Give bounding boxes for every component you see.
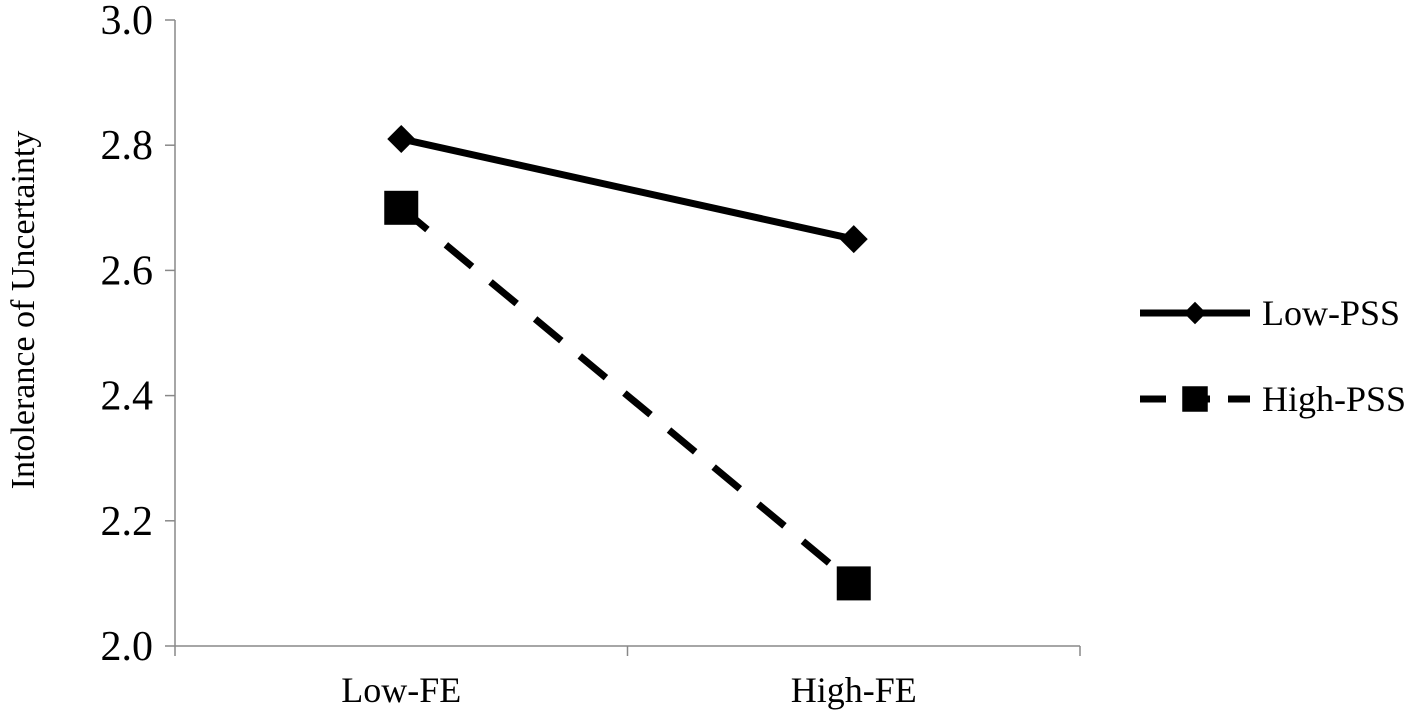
- y-axis-label: Intolerance of Uncertainty: [5, 131, 42, 490]
- legend-item: Low-PSS: [1140, 293, 1400, 333]
- diamond-marker: [387, 124, 416, 153]
- diamond-marker: [1183, 301, 1207, 325]
- legend-item: High-PSS: [1140, 379, 1406, 419]
- x-tick-label: Low-FE: [341, 670, 461, 710]
- x-axis-ticks: Low-FE High-FE: [174, 646, 1081, 710]
- y-tick-label: 2.4: [101, 374, 154, 420]
- y-tick-label: 3.0: [101, 0, 154, 44]
- legend-label: High-PSS: [1262, 379, 1406, 419]
- square-marker: [384, 190, 419, 225]
- legend-label: Low-PSS: [1262, 293, 1400, 333]
- series-line: [400, 135, 855, 243]
- legend: Low-PSS High-PSS: [1140, 293, 1406, 419]
- y-tick-label: 2.2: [101, 499, 154, 545]
- y-tick-label: 2.6: [101, 248, 154, 294]
- series-Low-PSS: [387, 124, 868, 254]
- y-tick-label: 2.0: [101, 624, 154, 670]
- x-tick-label: High-FE: [791, 670, 917, 710]
- diamond-marker: [839, 225, 868, 254]
- square-marker: [1182, 386, 1208, 412]
- square-marker: [836, 566, 871, 601]
- axes: [174, 20, 1080, 647]
- y-tick-label: 2.8: [101, 123, 154, 169]
- y-axis-ticks: 2.0 2.2 2.4 2.6 2.8 3.0: [101, 0, 175, 670]
- series-line: [399, 205, 856, 587]
- series-High-PSS: [384, 190, 871, 601]
- series-layer: [384, 124, 871, 601]
